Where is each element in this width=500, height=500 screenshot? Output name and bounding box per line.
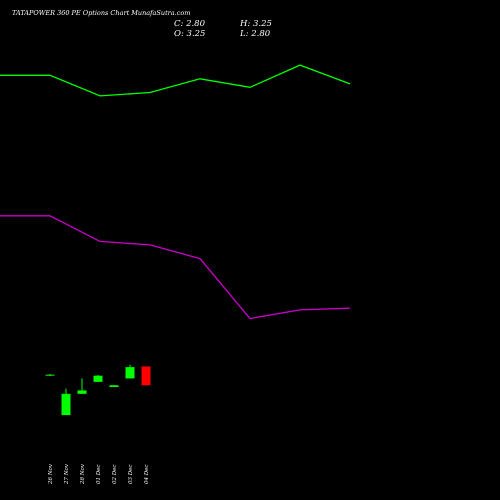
x-axis-label-6: 03 Dec: [128, 465, 134, 485]
candle-body-3: [77, 390, 87, 394]
x-axis-label-3: 28 Nov: [80, 463, 86, 485]
x-axis-label-2: 27 Nov: [64, 463, 70, 485]
high-value: H: 3.25: [240, 19, 272, 29]
low-value: L: 2.80: [240, 29, 271, 39]
x-axis-label-5: 02 Dec: [112, 465, 118, 485]
x-axis-label-7: 04 Dec: [144, 465, 150, 485]
series-line-1: [0, 64, 351, 97]
candle-body-7: [141, 366, 151, 386]
candle-body-2: [61, 393, 71, 416]
candle-body-5: [109, 385, 119, 387]
close-value: C: 2.80: [174, 19, 205, 29]
x-axis-label-1: 26 Nov: [48, 463, 54, 485]
candle-body-4: [93, 375, 103, 382]
x-axis-label-4: 01 Dec: [96, 465, 102, 485]
candle-body-6: [125, 367, 135, 379]
open-value: O: 3.25: [174, 29, 206, 39]
candle-body-1: [45, 374, 55, 376]
series-line-2: [0, 215, 351, 320]
chart-title: TATAPOWER 360 PE Options Chart MunafaSut…: [12, 9, 191, 17]
